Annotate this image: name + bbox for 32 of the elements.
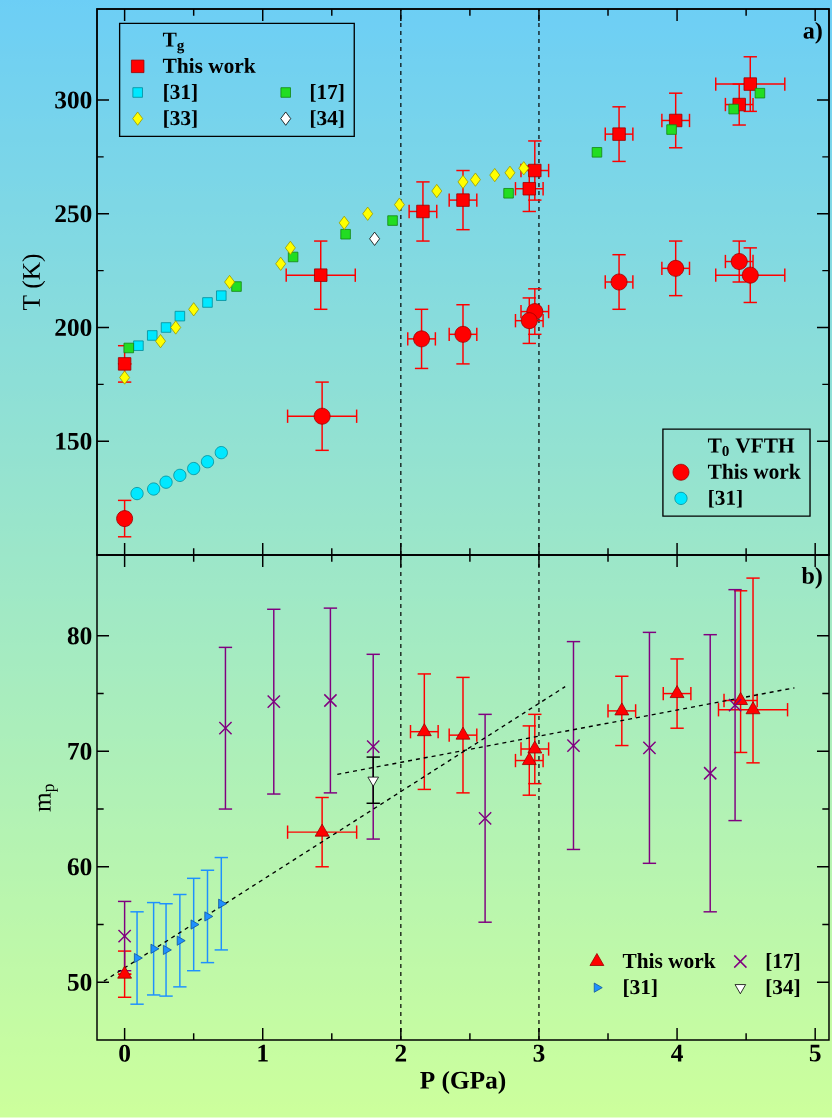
y-tick-label: 250 [55,205,92,223]
legend-label: [31] [164,84,197,102]
x-tick-label: 2 [395,1044,407,1062]
legend-label: [31] [624,979,657,997]
x-tick-label: 1 [258,1044,268,1062]
x-tick-label: 5 [809,1044,821,1062]
x-axis-title: P (GPa) [420,1070,506,1094]
y-tick-label: 60 [67,858,92,876]
y-tick-label: 150 [56,432,92,450]
legend-label: [33] [164,110,197,128]
y-tick-label: 200 [55,318,92,337]
y-axis-title: m$_{p}$ [38,784,58,812]
legend-title: T$_{0}$ VFTH [707,438,795,457]
legend-title: T$_{g}$ [162,32,185,54]
legend-label: [17] [766,953,800,971]
y-tick-label: 50 [67,973,92,991]
y-axis-title: T (K) [22,254,46,311]
y-tick-label: 300 [55,91,92,109]
legend-label: [31] [709,489,742,508]
x-tick-label: 0 [119,1044,130,1062]
y-tick-label: 80 [67,627,92,645]
y-tick-label: 70 [68,742,92,760]
legend-label: This work [162,57,256,73]
legend-label: [34] [766,979,800,997]
legend-label: This work [622,953,716,969]
annotation: b) [801,566,822,589]
legend-label: [17] [310,84,344,102]
legend-label: This work [707,463,801,479]
legend-label: [34] [310,110,344,128]
x-tick-label: 4 [671,1044,683,1062]
annotation: a) [803,21,822,44]
x-tick-label: 3 [533,1044,545,1062]
